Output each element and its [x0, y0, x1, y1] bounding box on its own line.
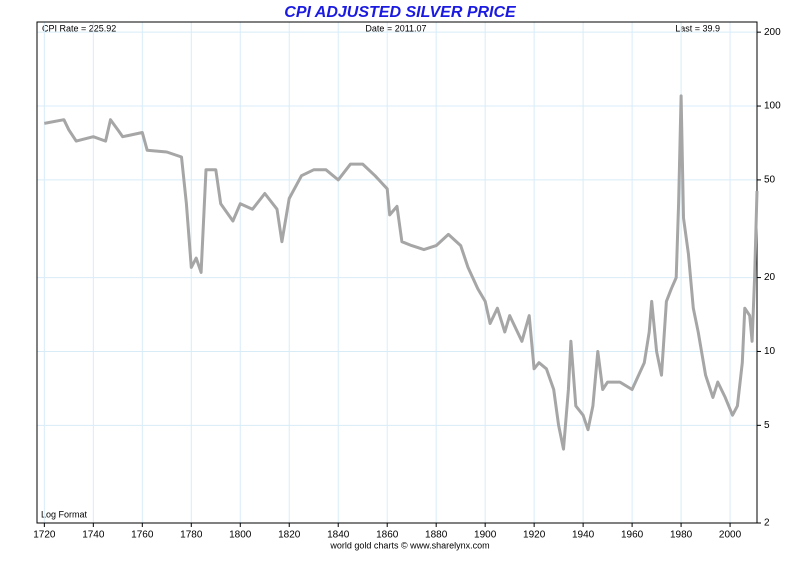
x-tick-label: 1820: [278, 530, 301, 541]
plot-frame: [36, 21, 758, 524]
x-tick-label: 1920: [523, 530, 546, 541]
x-tick-label: 1940: [572, 530, 595, 541]
y-tick-label: 50: [764, 175, 776, 186]
x-tick-label: 1780: [180, 530, 203, 541]
x-tick-label: 1720: [33, 530, 56, 541]
last-label: Last = 39.9: [675, 23, 720, 33]
x-tick-label: 1960: [621, 530, 644, 541]
x-tick-label: 1880: [425, 530, 448, 541]
x-tick-label: 2000: [719, 530, 742, 541]
price-line: [44, 94, 759, 451]
format-label: Log Format: [41, 509, 88, 519]
x-tick-label: 1860: [376, 530, 399, 541]
x-tick-label: 1980: [670, 530, 693, 541]
source: world gold charts © www.sharelynx.com: [329, 540, 489, 550]
y-tick-label: 2: [764, 518, 770, 529]
cpi-label: CPI Rate = 225.92: [42, 23, 116, 33]
y-tick-label: 5: [764, 420, 770, 431]
y-tick-label: 100: [764, 101, 781, 112]
chart-title: CPI ADJUSTED SILVER PRICE: [284, 4, 517, 21]
y-tick-label: 20: [764, 272, 776, 283]
y-tick-label: 200: [764, 27, 781, 38]
y-tick-label: 10: [764, 346, 776, 357]
x-tick-label: 1740: [82, 530, 105, 541]
x-tick-label: 1840: [327, 530, 350, 541]
x-tick-label: 1900: [474, 530, 497, 541]
x-tick-label: 1800: [229, 530, 252, 541]
date-label: Date = 2011.07: [365, 23, 426, 33]
x-tick-label: 1760: [131, 530, 154, 541]
